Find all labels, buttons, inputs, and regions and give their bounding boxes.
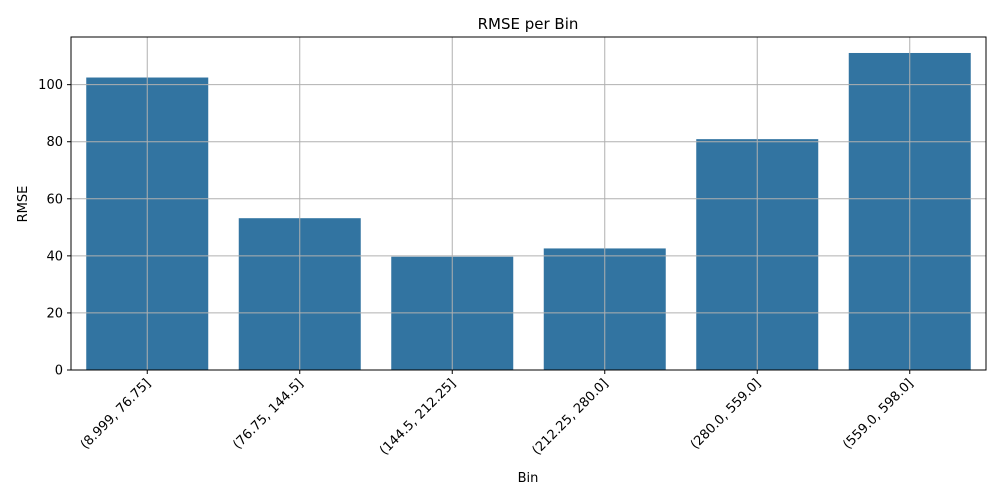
- x-tick-label: (144.5, 212.25]: [377, 376, 459, 458]
- y-axis-label: RMSE: [16, 186, 31, 223]
- y-tick-label: 20: [46, 306, 63, 321]
- plot-area: 0 20 40 60 80 100 (8.999, 76.75] (76.75, 144.5]…: [38, 36, 987, 458]
- y-tick-label: 60: [46, 192, 63, 207]
- x-tick-label: (8.999, 76.75]: [78, 376, 154, 452]
- x-axis-label: Bin: [518, 471, 539, 486]
- x-tick-label: (212.25, 280.0]: [529, 376, 611, 458]
- plot-frame: [70, 36, 987, 371]
- y-tick-label: 0: [55, 364, 63, 379]
- chart-title: RMSE per Bin: [478, 15, 579, 33]
- y-tick-label: 40: [46, 249, 63, 264]
- y-tick-label: 100: [38, 78, 63, 93]
- x-tick-label: (280.0, 559.0]: [688, 376, 764, 452]
- x-tick-label: (559.0, 598.0]: [840, 376, 916, 452]
- y-tick-label: 80: [46, 135, 63, 150]
- x-tick-label: (76.75, 144.5]: [230, 376, 306, 452]
